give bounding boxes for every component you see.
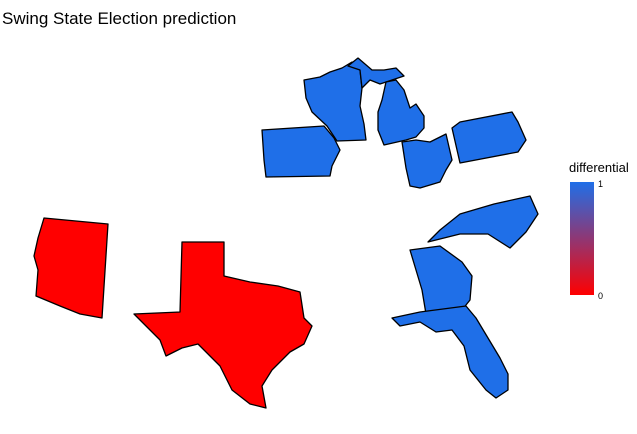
state-north-carolina (427, 195, 539, 249)
state-georgia (409, 245, 473, 315)
state-michigan-upper (347, 57, 405, 89)
chart-title: Swing State Election prediction (2, 9, 237, 28)
state-florida (391, 305, 509, 399)
state-arizona (33, 217, 109, 319)
state-texas (133, 241, 313, 409)
state-iowa (261, 125, 341, 178)
state-pennsylvania (451, 111, 527, 164)
state-ohio (401, 133, 453, 189)
legend-title: differential (569, 160, 629, 175)
state-michigan-lower (377, 79, 425, 146)
legend-color-bar (570, 182, 594, 295)
legend-max-label: 1 (598, 179, 604, 189)
legend-min-label: 0 (598, 291, 604, 301)
state-wisconsin (303, 61, 367, 142)
